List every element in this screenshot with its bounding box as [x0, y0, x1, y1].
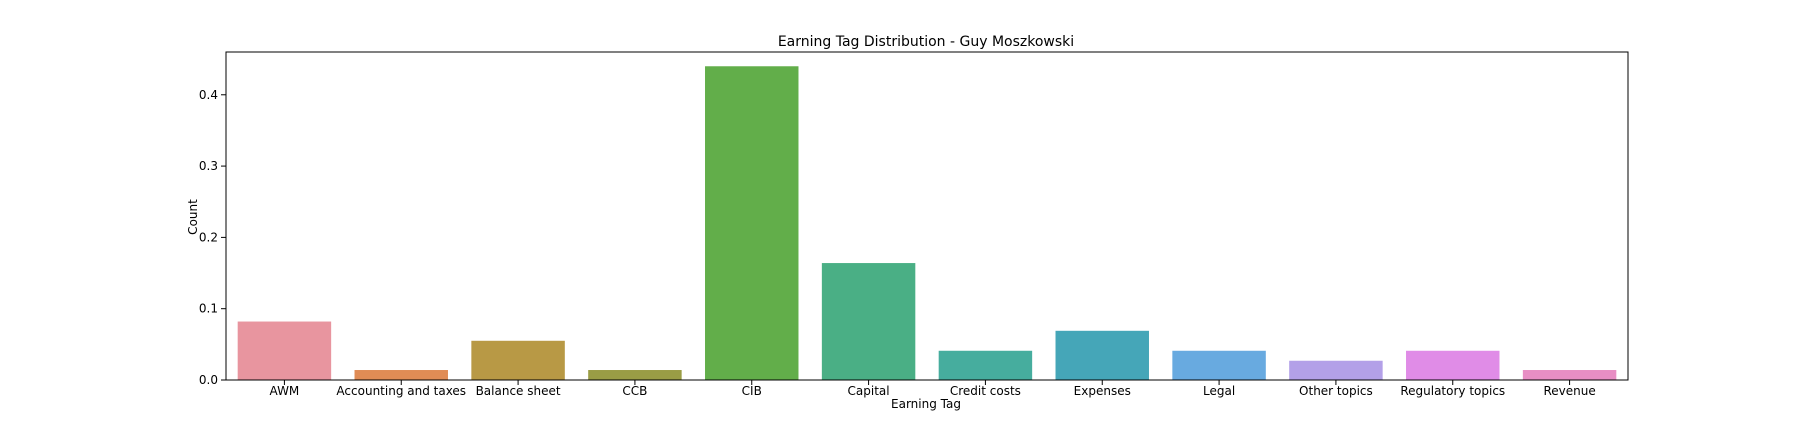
bar-revenue	[1522, 370, 1617, 380]
x-tick-label: Regulatory topics	[1400, 384, 1505, 398]
x-tick-label: CCB	[622, 384, 647, 398]
bar-credit-costs	[938, 350, 1033, 380]
x-tick-label: AWM	[270, 384, 300, 398]
bar-expenses	[1055, 330, 1149, 380]
bar-regulatory-topics	[1406, 350, 1500, 380]
bar-cib	[705, 66, 799, 381]
x-tick-label: Capital	[848, 384, 890, 398]
plot-frame	[225, 51, 1629, 381]
x-tick-label: Revenue	[1543, 384, 1595, 398]
x-axis-label: Earning Tag	[891, 397, 961, 411]
bar-accounting-and-taxes	[354, 370, 448, 380]
y-tick-label: 0.2	[199, 230, 218, 244]
x-tick-label: Expenses	[1074, 384, 1131, 398]
x-tick-label: Balance sheet	[476, 384, 561, 398]
y-tick-label: 0.1	[199, 302, 218, 316]
bar-awm	[237, 321, 332, 380]
plot-area: 0.0 0.1 0.2 0.3 0.4 AWM Accounting and taxes Ba…	[199, 51, 1629, 398]
y-axis-label: Count	[186, 199, 200, 235]
y-tick-label: 0.0	[199, 373, 218, 387]
x-tick-label: Legal	[1203, 384, 1235, 398]
x-tick-label: Credit costs	[950, 384, 1021, 398]
chart-title: Earning Tag Distribution - Guy Moszkowsk…	[778, 34, 1074, 50]
y-tick-label: 0.4	[199, 88, 218, 102]
x-tick-label: CIB	[742, 384, 762, 398]
bar-capital	[821, 263, 916, 380]
bar-legal	[1172, 350, 1266, 380]
y-tick-label: 0.3	[199, 159, 218, 173]
bar-balance-sheet	[471, 340, 565, 380]
x-tick-label: Other topics	[1299, 384, 1373, 398]
bar-other-topics	[1289, 360, 1383, 380]
x-tick-label: Accounting and taxes	[336, 384, 466, 398]
bar-ccb	[588, 370, 682, 380]
